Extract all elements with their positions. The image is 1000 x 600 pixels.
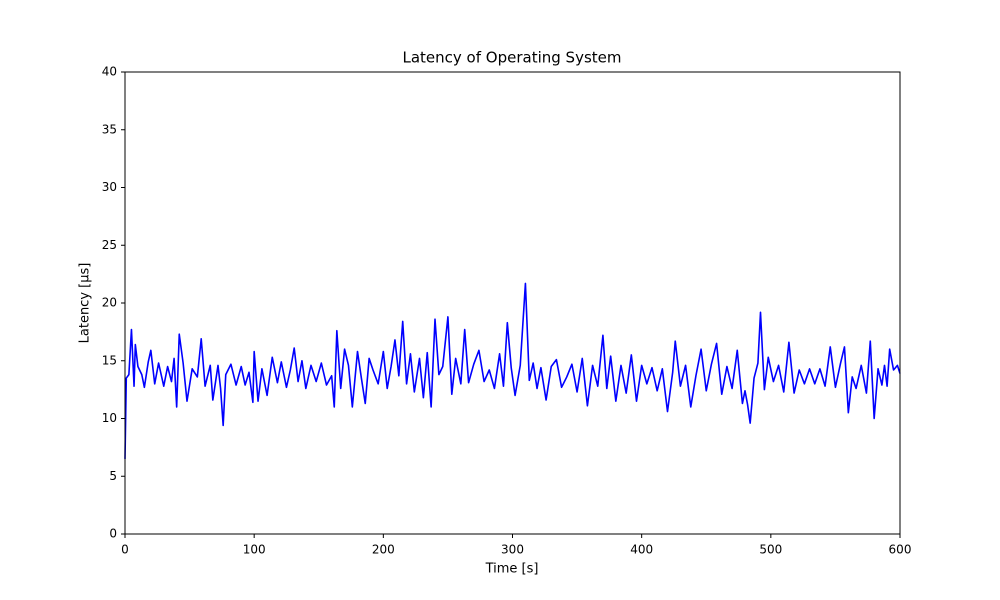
x-tick-label: 200 xyxy=(372,543,395,557)
y-tick-label: 15 xyxy=(102,353,117,367)
y-tick-label: 30 xyxy=(102,180,117,194)
y-tick-label: 35 xyxy=(102,122,117,136)
y-tick-label: 40 xyxy=(102,65,117,79)
x-tick-label: 600 xyxy=(889,543,912,557)
y-tick-label: 10 xyxy=(102,411,117,425)
y-tick-label: 25 xyxy=(102,238,117,252)
y-tick-label: 0 xyxy=(109,527,117,541)
data-line xyxy=(124,282,901,459)
chart-title: Latency of Operating System xyxy=(403,49,622,67)
x-tick-label: 400 xyxy=(630,543,653,557)
plot-frame xyxy=(124,71,901,535)
x-axis-label: Time [s] xyxy=(485,562,539,577)
x-tick-label: 500 xyxy=(759,543,782,557)
x-tick-label: 0 xyxy=(121,543,129,557)
y-axis-label: Latency [μs] xyxy=(78,263,93,344)
x-tick-label: 300 xyxy=(501,543,524,557)
y-tick-label: 20 xyxy=(102,296,117,310)
y-tick-label: 5 xyxy=(109,469,117,483)
x-tick-label: 100 xyxy=(243,543,266,557)
